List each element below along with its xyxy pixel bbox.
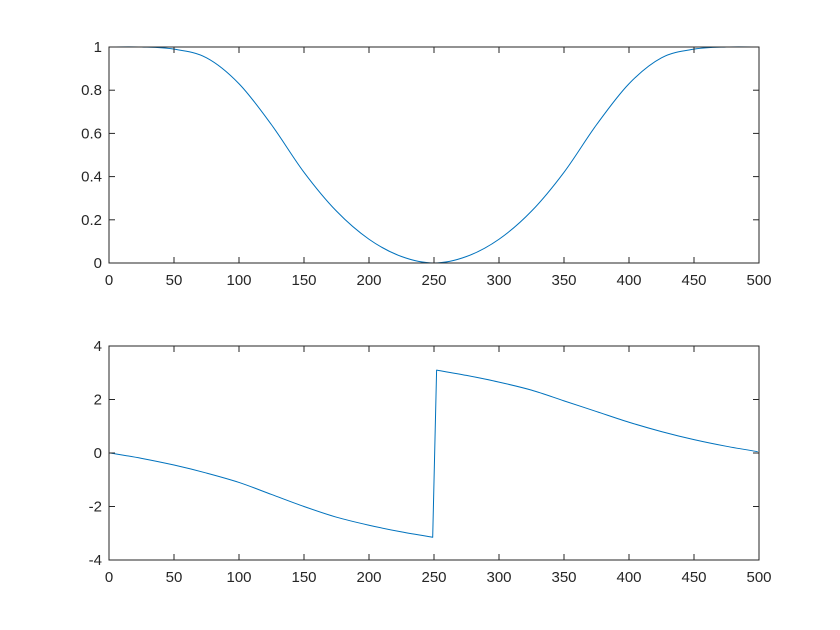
top-ticks: 0 50 100 150 200 250 300 350 400 450 500 0 0.2 0.4 0.6…	[81, 39, 771, 289]
bottom-series-line-0	[110, 369, 758, 538]
bottom-axes-frame	[108, 345, 760, 561]
top-x-tick-label: 150	[291, 272, 316, 289]
bottom-x-tick-label: 50	[166, 569, 183, 586]
top-x-tick-label: 200	[356, 272, 381, 289]
bottom-x-tick-label: 150	[291, 569, 316, 586]
top-y-tick-label: 0	[94, 255, 102, 272]
top-y-tick-label: 0.2	[81, 212, 102, 229]
bottom-x-tick-label: 450	[681, 569, 706, 586]
top-y-tick-label: 0.8	[81, 82, 102, 99]
top-x-tick-label: 450	[681, 272, 706, 289]
bottom-x-tick-label: 100	[226, 569, 251, 586]
bottom-y-tick-label: 0	[94, 445, 102, 462]
bottom-x-tick-label: 400	[616, 569, 641, 586]
bottom-x-tick-label: 300	[486, 569, 511, 586]
top-x-tick-label: 500	[746, 272, 771, 289]
top-y-tick-label: 1	[94, 39, 102, 56]
top-x-tick-label: 0	[105, 272, 113, 289]
top-x-tick-label: 100	[226, 272, 251, 289]
bottom-x-tick-label: 0	[105, 569, 113, 586]
top-x-tick-label: 300	[486, 272, 511, 289]
bottom-series-group	[110, 369, 758, 538]
top-x-tick-label: 400	[616, 272, 641, 289]
bottom-plot-area	[109, 346, 759, 560]
top-y-tick-label: 0.6	[81, 125, 102, 142]
bottom-y-tick-label: 4	[94, 338, 102, 355]
bottom-y-tick-label: 2	[94, 392, 102, 409]
bottom-x-tick-label: 200	[356, 569, 381, 586]
bottom-y-tick-label: -4	[89, 552, 102, 569]
top-x-tick-label: 50	[166, 272, 183, 289]
top-x-tick-label: 250	[421, 272, 446, 289]
top-plot-area	[109, 47, 759, 263]
bottom-x-tick-label: 500	[746, 569, 771, 586]
top-x-tick-label: 350	[551, 272, 576, 289]
bottom-x-tick-label: 350	[551, 569, 576, 586]
top-subplot: 0 50 100 150 200 250 300 350 400 450 500 0 0.2 0.4 0.6…	[81, 39, 771, 289]
bottom-ticks: 0 50 100 150 200 250 300 350 400 450 500 -4 -2 0 2 4	[89, 338, 772, 586]
bottom-subplot: 0 50 100 150 200 250 300 350 400 450 500 -4 -2 0 2 4	[89, 338, 772, 586]
top-y-tick-label: 0.4	[81, 169, 102, 186]
bottom-x-tick-label: 250	[421, 569, 446, 586]
top-axes-frame	[108, 46, 760, 264]
bottom-y-tick-label: -2	[89, 499, 102, 516]
